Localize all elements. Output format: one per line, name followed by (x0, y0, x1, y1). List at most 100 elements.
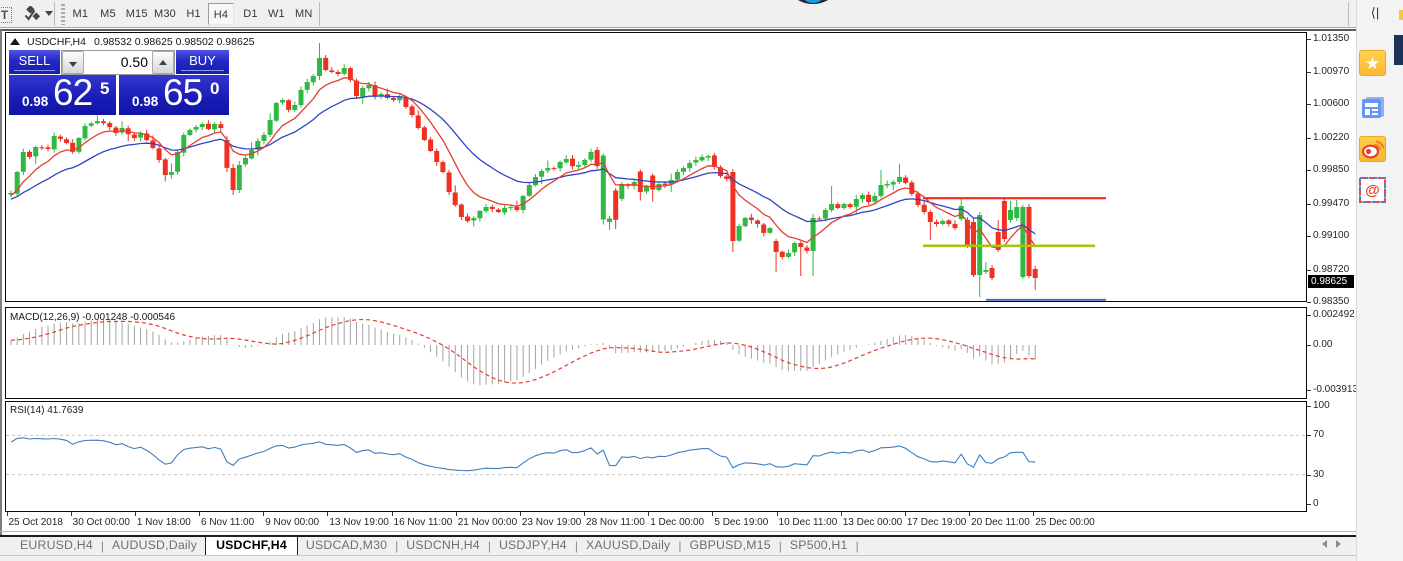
time-axis-label-3: 6 Nov 11:00 (201, 517, 255, 528)
time-axis-label-10: 1 Dec 00:00 (650, 517, 705, 528)
price-axis-label-0.98350-tick (1307, 302, 1311, 303)
time-axis-label-6: 16 Nov 11:00 (393, 517, 453, 528)
window-left-border (0, 30, 2, 554)
chart-tab-gbpusd-m15[interactable]: GBPUSD,M15 (689, 538, 771, 552)
timeframe-button-h4[interactable]: H4 (208, 3, 234, 25)
volume-increase-button[interactable] (152, 51, 174, 74)
time-axis-tick-13 (840, 512, 842, 516)
time-axis-label-9: 28 Nov 11:00 (586, 517, 645, 528)
time-axis-tick-7 (455, 512, 457, 516)
price-axis-label-0.99470: 0.99470 (1313, 197, 1350, 209)
time-axis-label-8: 23 Nov 19:00 (521, 517, 582, 528)
weibo-icon[interactable] (1359, 136, 1386, 162)
time-axis-tick-5 (327, 512, 329, 516)
chart-tab-usdcnh-h4[interactable]: USDCNH,H4 (406, 538, 480, 552)
time-axis-tick-8 (519, 512, 521, 516)
text-tool-icon[interactable]: T (0, 7, 12, 23)
sidebar-collapse-icon[interactable]: ⟨| (1370, 5, 1380, 20)
timeframe-button-mn[interactable]: MN (295, 8, 313, 20)
chart-tab-usdchf-h4[interactable]: USDCHF,H4 (205, 536, 298, 555)
timeframe-button-m15[interactable]: M15 (125, 8, 148, 20)
favorites-star-icon[interactable]: ★ (1359, 50, 1386, 76)
rsi-axis-label-0: 0 (1313, 498, 1319, 509)
tab-separator: | (395, 539, 399, 553)
time-axis-label-4: 9 Nov 00:00 (265, 517, 320, 528)
toolbar-drag-handle[interactable] (61, 4, 65, 25)
time-axis-tick-3 (199, 512, 200, 516)
chart-tab-usdjpy-h4[interactable]: USDJPY,H4 (498, 538, 567, 552)
buy-price-prefix: 0.98 (132, 94, 159, 109)
tab-separator: | (855, 539, 859, 553)
tab-scroll-right-icon[interactable] (1336, 540, 1341, 548)
time-axis-label-15: 20 Dec 11:00 (971, 517, 1030, 528)
timeframe-button-m5[interactable]: M5 (100, 8, 116, 20)
macd-axis-label-0.00-tick (1307, 345, 1311, 346)
time-axis-label-12: 10 Dec 11:00 (778, 517, 838, 528)
news-feed-icon[interactable] (1359, 94, 1386, 120)
price-axis-label-0.98350: 0.98350 (1313, 296, 1350, 307)
time-axis[interactable] (5, 512, 1307, 532)
price-axis-label-1.00970: 1.00970 (1313, 65, 1350, 77)
airmail-at-icon[interactable]: @ (1359, 177, 1386, 203)
price-axis-label-0.99100: 0.99100 (1313, 230, 1350, 242)
sell-button[interactable]: SELL (9, 50, 60, 74)
volume-input[interactable]: 0.50 (120, 54, 148, 70)
window-behind-logo-fragment (794, 0, 832, 4)
timeframe-button-m1[interactable]: M1 (72, 8, 89, 20)
time-axis-label-1: 30 Oct 00:00 (72, 517, 130, 528)
macd-pane[interactable] (5, 307, 1307, 399)
window-top-border (0, 29, 1360, 31)
chart-tab-xauusd-daily[interactable]: XAUUSD,Daily (585, 538, 671, 552)
time-axis-label-0: 25 Oct 2018 (8, 517, 63, 528)
price-axis-label-1.01350: 1.01350 (1313, 32, 1350, 44)
tab-separator: | (678, 539, 682, 553)
chart-symbol: USDCHF,H4 (27, 36, 86, 48)
timeframe-button-w1[interactable]: W1 (267, 8, 285, 20)
timeframe-button-m30[interactable]: M30 (154, 8, 176, 20)
rsi-pane[interactable] (5, 401, 1307, 512)
status-bar (0, 555, 1356, 561)
timeframe-button-d1[interactable]: D1 (243, 8, 258, 20)
macd-label: MACD(12,26,9) -0.001248 -0.000546 (10, 312, 176, 323)
chart-ohlc-values: 0.98532 0.98625 0.98502 0.98625 (93, 36, 255, 48)
chart-tab-audusd-daily[interactable]: AUDUSD,Daily (112, 538, 198, 552)
current-price-tag: 0.98625 (1308, 274, 1354, 288)
price-axis-label-1.00220: 1.00220 (1313, 131, 1350, 143)
sell-price-main: 62 (53, 72, 93, 113)
chart-tab-eurusd-h4[interactable]: EURUSD,H4 (20, 538, 93, 552)
time-axis-tick-12 (776, 512, 778, 516)
toolbar-separator (54, 2, 55, 26)
price-axis-label-1.00220-tick (1307, 137, 1311, 139)
rsi-label: RSI(14) 41.7639 (10, 405, 84, 416)
symbol-triangle-icon (10, 38, 20, 45)
volume-decrease-button[interactable] (62, 51, 84, 74)
buy-button[interactable]: BUY (176, 50, 229, 74)
chart-tab-sp500-h1[interactable]: SP500,H1 (789, 538, 848, 552)
macd-axis-label-0.002492-tick (1307, 314, 1311, 316)
buy-price-pip: 0 (210, 79, 220, 98)
buy-price-main: 65 (163, 72, 203, 113)
toolbar-separator-2 (319, 2, 320, 26)
time-axis-label-16: 25 Dec 00:00 (1035, 517, 1095, 528)
price-axis-label-1.01350-tick (1307, 38, 1311, 40)
timeframe-button-h1[interactable]: H1 (186, 8, 201, 20)
time-axis-tick-1 (70, 512, 72, 516)
macd-axis-label--0.003913: -0.003913 (1313, 384, 1359, 396)
buy-price-display[interactable]: 0.98 65 0 (119, 72, 229, 115)
objects-tool-icon[interactable] (24, 6, 42, 22)
price-axis-label-0.98720: 0.98720 (1313, 263, 1350, 275)
sell-price-display[interactable]: 0.98 62 5 (9, 72, 116, 115)
price-axis-label-0.98720-tick (1307, 269, 1311, 271)
rsi-axis-label-70-tick (1307, 435, 1311, 437)
tab-scroll-left-icon[interactable] (1322, 540, 1327, 548)
window-behind-navy-fragment (1394, 35, 1403, 65)
price-axis-label-0.99850-tick (1307, 170, 1311, 172)
macd-axis-label--0.003913-tick (1307, 390, 1311, 392)
assistant-sidebar (1356, 0, 1403, 561)
chevron-down-icon[interactable] (45, 11, 53, 16)
window-behind-yellow-fragment (1399, 10, 1403, 20)
svg-text:@: @ (1365, 182, 1380, 199)
time-axis-tick-16 (1033, 512, 1035, 516)
price-axis-label-1.00970-tick (1307, 71, 1311, 73)
chart-tab-usdcad-m30[interactable]: USDCAD,M30 (305, 538, 388, 552)
